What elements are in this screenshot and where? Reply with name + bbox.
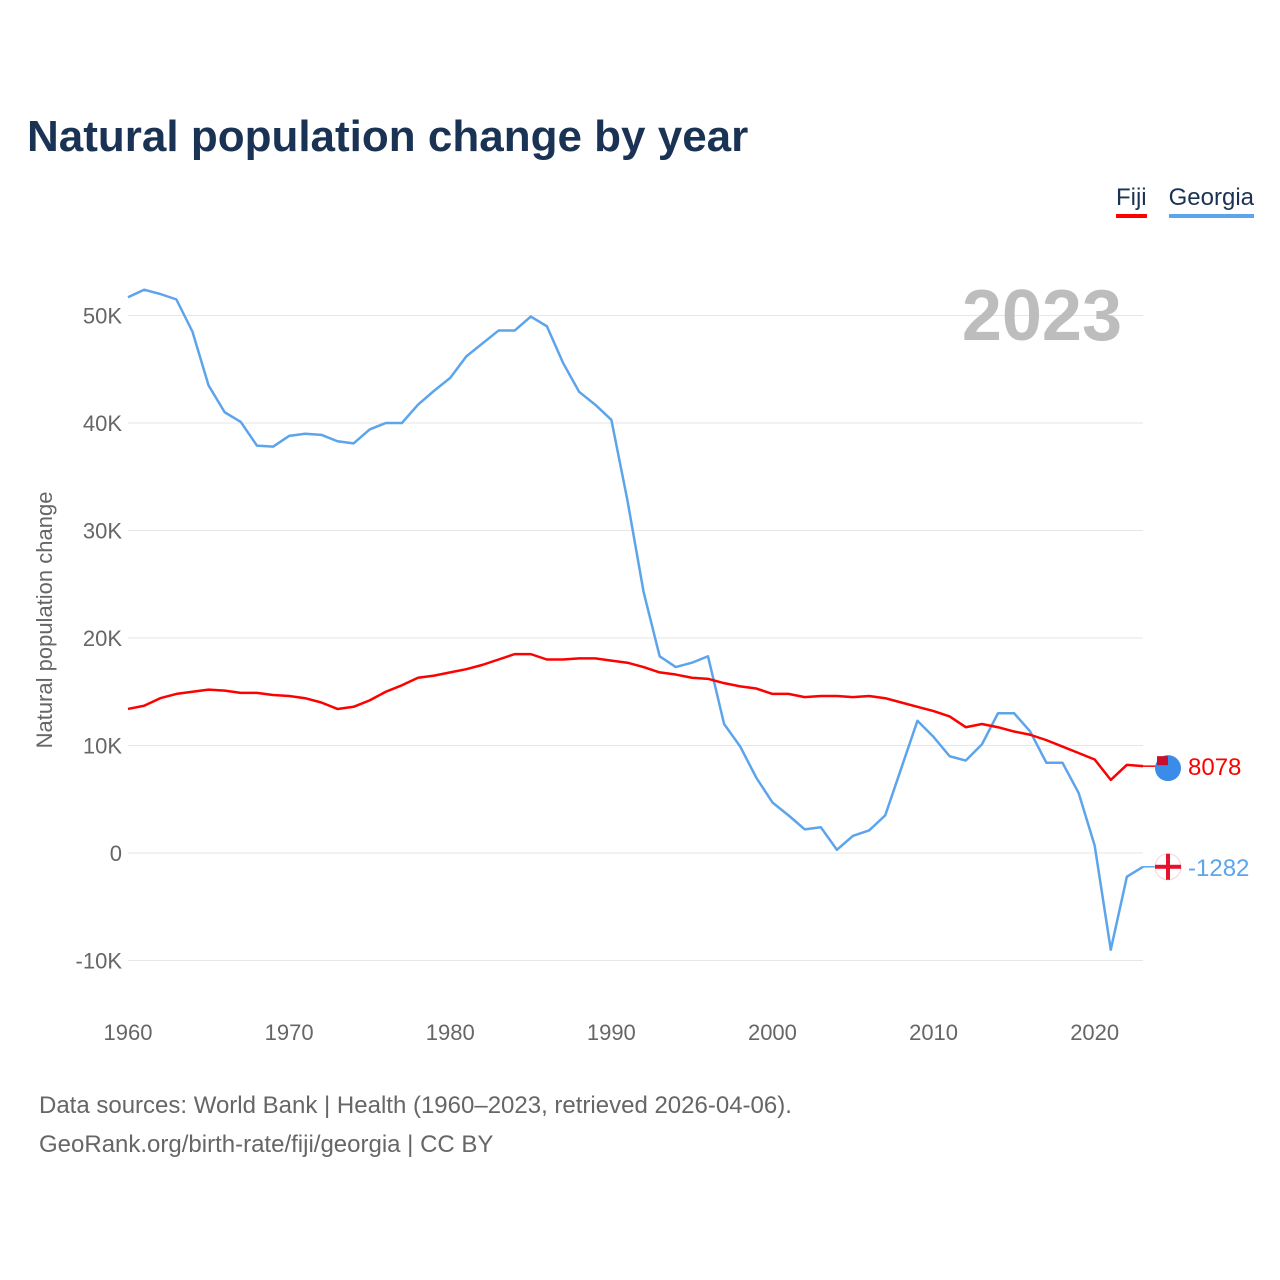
y-tick-label: 40K: [83, 411, 122, 436]
x-tick-label: 1960: [104, 1020, 153, 1045]
georgia-flag-icon: [1166, 853, 1170, 880]
x-tick-label: 2010: [909, 1020, 958, 1045]
end-value-label-georgia: -1282: [1188, 855, 1249, 882]
end-value-label-fiji: 8078: [1188, 754, 1241, 781]
y-tick-label: 50K: [83, 304, 122, 329]
fiji-flag-icon: [1157, 756, 1168, 766]
x-tick-label: 1980: [426, 1020, 475, 1045]
legend: Fiji Georgia: [1115, 184, 1254, 218]
legend-item-georgia[interactable]: Georgia: [1168, 184, 1254, 218]
series-line-fiji: [127, 652, 1144, 782]
footer: Data sources: World Bank | Health (1960–…: [39, 1086, 792, 1164]
footer-link[interactable]: GeoRank.org/birth-rate/fiji/georgia | CC…: [39, 1131, 494, 1158]
y-tick-label: 30K: [83, 519, 122, 544]
x-tick-label: 1970: [265, 1020, 314, 1045]
y-tick-label: 10K: [83, 734, 122, 759]
x-tick-label: 2000: [748, 1020, 797, 1045]
y-tick-label: 0: [110, 841, 122, 866]
y-tick-label: 20K: [83, 626, 122, 651]
chart-title: Natural population change by year: [27, 112, 749, 161]
x-tick-label: 1990: [587, 1020, 636, 1045]
x-tick-label: 2020: [1070, 1020, 1119, 1045]
series-line-georgia: [127, 288, 1144, 951]
legend-item-fiji[interactable]: Fiji: [1115, 184, 1147, 218]
y-axis-label: Natural population change: [32, 492, 57, 749]
y-tick-label: -10K: [76, 949, 123, 974]
year-watermark: 2023: [962, 276, 1122, 356]
footer-sources: Data sources: World Bank | Health (1960–…: [39, 1092, 792, 1119]
